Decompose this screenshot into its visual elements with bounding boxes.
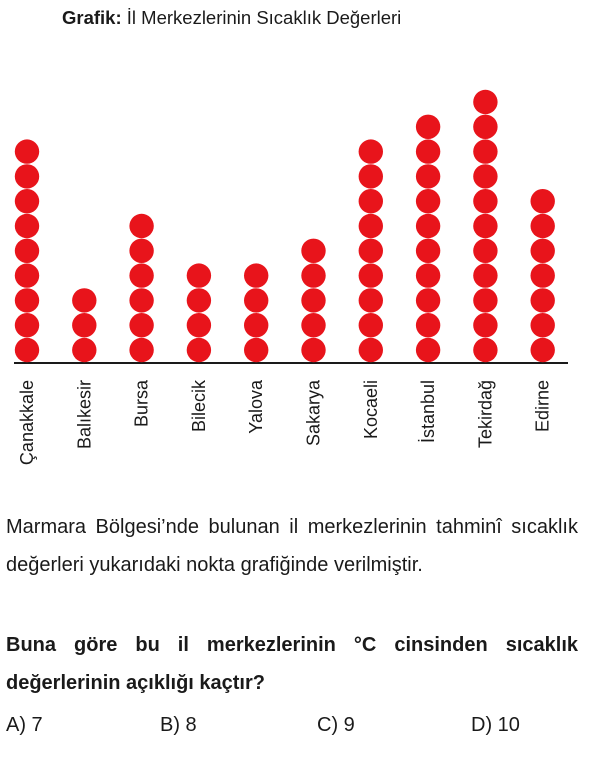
chart-title: Grafik: İl Merkezlerinin Sıcaklık Değerl…: [62, 7, 401, 29]
dot-mark: [473, 313, 498, 338]
x-tick-label: Bilecik: [189, 379, 209, 432]
option-a[interactable]: A) 7: [6, 714, 43, 736]
dot-mark: [186, 263, 212, 288]
dot-mark: [415, 164, 441, 189]
dot-mark: [473, 164, 498, 189]
dot-mark: [358, 164, 383, 189]
dot-mark: [129, 337, 154, 363]
dot-mark: [473, 288, 498, 313]
dot-mark: [129, 238, 154, 263]
dot-mark: [530, 189, 555, 214]
dot-mark: [14, 263, 40, 288]
dot-mark: [530, 263, 555, 288]
dot-mark: [129, 213, 154, 239]
dot-mark: [244, 337, 269, 363]
dot-mark: [358, 139, 383, 164]
dot-mark: [473, 189, 498, 214]
dot-mark: [186, 288, 212, 313]
dot-mark: [358, 238, 383, 263]
chart-title-text: İl Merkezlerinin Sıcaklık Değerleri: [126, 7, 402, 28]
dot-mark: [14, 337, 40, 363]
x-tick-label: Kocaeli: [361, 380, 381, 439]
dot-mark: [473, 139, 498, 164]
option-c[interactable]: C) 9: [317, 714, 355, 736]
dot-mark: [358, 263, 383, 288]
dot-mark: [72, 288, 97, 313]
dot-mark: [129, 288, 154, 313]
dot-mark: [415, 337, 441, 363]
option-b[interactable]: B) 8: [160, 714, 197, 736]
dot-mark: [473, 114, 498, 139]
x-tick-label: İstanbul: [418, 380, 438, 443]
question-prompt: Buna göre bu il merkezlerinin °C cinsind…: [6, 634, 578, 694]
dot-mark: [14, 189, 40, 214]
option-d[interactable]: D) 10: [471, 714, 520, 736]
dot-mark: [415, 263, 441, 288]
dot-mark: [129, 263, 154, 288]
x-tick-label: Çanakkale: [17, 380, 37, 465]
dot-mark: [473, 263, 498, 288]
dot-mark: [14, 288, 40, 313]
dot-mark: [530, 213, 555, 239]
x-tick-label: Bursa: [132, 379, 152, 427]
dot-plot: Çanakkale Balıkesir Bursa Bilecik Yalova Saka…: [14, 89, 568, 465]
dot-mark: [415, 238, 441, 263]
dot-mark: [473, 238, 498, 263]
dot-mark: [14, 213, 40, 239]
dot-mark: [415, 288, 441, 313]
dot-mark: [244, 288, 269, 313]
dot-mark: [14, 164, 40, 189]
dot-mark: [244, 263, 269, 288]
x-tick-label: Tekirdağ: [475, 380, 495, 448]
dot-mark: [14, 238, 40, 263]
dot-mark: [186, 313, 212, 338]
dot-mark: [473, 89, 498, 115]
dot-mark: [301, 288, 326, 313]
dot-mark: [415, 313, 441, 338]
dot-mark: [530, 238, 555, 263]
dot-mark: [473, 337, 498, 363]
dot-mark: [301, 337, 326, 363]
dot-mark: [358, 288, 383, 313]
question-intro: Marmara Bölgesi’nde bulunan il merkezler…: [6, 516, 578, 576]
dot-mark: [301, 238, 326, 263]
dot-mark: [415, 114, 441, 139]
chart-title-prefix: Grafik:: [62, 7, 122, 28]
dot-mark: [14, 139, 40, 164]
x-tick-label: Balıkesir: [74, 380, 94, 449]
dot-mark: [358, 189, 383, 214]
dot-mark: [530, 337, 555, 363]
dot-mark: [415, 189, 441, 214]
x-tick-label: Sakarya: [304, 379, 324, 446]
dot-mark: [358, 313, 383, 338]
dot-mark: [415, 213, 441, 239]
dot-mark: [358, 213, 383, 239]
dot-mark: [129, 313, 154, 338]
dot-mark: [244, 313, 269, 338]
dot-mark: [473, 213, 498, 239]
x-tick-label: Yalova: [246, 379, 266, 434]
dot-mark: [301, 263, 326, 288]
dot-mark: [186, 337, 212, 363]
dot-mark: [415, 139, 441, 164]
dot-mark: [72, 337, 97, 363]
dot-mark: [72, 313, 97, 338]
dot-mark: [530, 288, 555, 313]
dot-mark: [358, 337, 383, 363]
x-tick-label: Edirne: [533, 380, 553, 432]
dot-mark: [530, 313, 555, 338]
dot-mark: [301, 313, 326, 338]
dot-mark: [14, 313, 40, 338]
